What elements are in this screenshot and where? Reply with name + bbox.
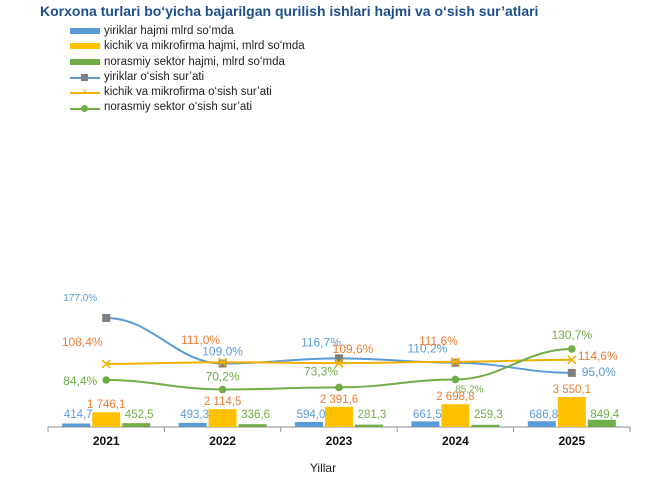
line-marker-circle: [102, 376, 110, 384]
bar-data-label: 594,0: [297, 409, 326, 421]
line-marker-circle: [335, 383, 343, 392]
line-data-label: 85,2%: [455, 384, 483, 395]
bar-data-label: 2 114,5: [204, 396, 242, 408]
line-data-label: 177,0%: [63, 293, 97, 304]
bar-data-label: 2 391,6: [320, 394, 358, 406]
bar: [62, 423, 91, 427]
bar: [208, 409, 237, 427]
bar: [441, 404, 470, 427]
legend-swatch: ×: [70, 85, 100, 100]
bar-data-label: 661,5: [413, 409, 442, 421]
line-data-label: 109,0%: [202, 345, 243, 359]
line-data-label: 70,2%: [206, 370, 240, 384]
line-marker-square: [218, 359, 227, 368]
line-data-label: 73,3%: [304, 364, 338, 378]
legend-label: yiriklar o‘sish sur’ati: [104, 70, 205, 83]
bar: [92, 412, 121, 427]
line-marker-square: [335, 354, 343, 363]
bar-data-label: 281,3: [358, 409, 387, 421]
line-marker-x: [450, 357, 460, 367]
bar-data-label: 686,8: [529, 409, 558, 421]
line-data-label: 84,4%: [63, 374, 97, 388]
x-tick-label: 2024: [442, 434, 469, 448]
legend-swatch: [70, 39, 100, 54]
legend-label: kichik va mikrofirma hajmi, mlrd so‘mda: [104, 40, 305, 53]
x-tick-label: 2021: [93, 434, 120, 448]
legend-label: kichik va mikrofirma o‘sish sur’ati: [104, 86, 272, 99]
chart-legend: yiriklar hajmi mlrd so‘mda kichik va mikr…: [70, 24, 305, 116]
bar: [355, 424, 383, 427]
bar: [411, 421, 440, 427]
bar-data-label: 414,7: [64, 409, 93, 421]
bar-data-label: 2 698,8: [436, 391, 474, 403]
line-data-label: 110,2%: [407, 342, 447, 356]
line-marker-circle: [218, 385, 227, 394]
line-marker-circle: [451, 375, 460, 384]
bar-data-label: 493,3: [180, 409, 209, 421]
legend-item: kichik va mikrofirma hajmi, mlrd so‘mda: [70, 39, 305, 54]
line-marker-square: [567, 368, 576, 377]
bar-data-label: 452,5: [125, 409, 154, 421]
bar: [587, 419, 616, 427]
bar-data-label: 259,3: [474, 409, 503, 421]
bar-data-label: 336,6: [241, 409, 270, 421]
line-data-label: 95,0%: [582, 365, 616, 379]
chart-title: Korxona turlari bo‘yicha bajarilgan quri…: [40, 3, 539, 19]
line-data-label: 116,7%: [301, 335, 341, 349]
x-tick-label: 2025: [558, 434, 585, 448]
legend-item: × kichik va mikrofirma o‘sish sur’ati: [70, 85, 305, 100]
line-data-label: 130,7%: [551, 328, 592, 342]
legend-label: norasmiy sektor hajmi, mlrd so‘mda: [104, 55, 285, 68]
bar: [238, 424, 267, 427]
bar: [325, 406, 353, 427]
line-data-label: 111,0%: [181, 333, 220, 347]
legend-swatch: [70, 55, 100, 70]
x-axis-title: Yillar: [309, 461, 337, 475]
legend-swatch: [70, 24, 100, 39]
bar: [295, 421, 323, 427]
bar-data-label: 849,4: [590, 409, 619, 421]
legend-swatch: [70, 101, 100, 116]
x-tick-label: 2023: [326, 434, 353, 448]
x-tick-label: 2022: [209, 434, 236, 448]
bar-data-label: 1 746,1: [87, 399, 125, 411]
line-data-label: 111,6%: [419, 334, 458, 348]
line-marker-x: [218, 357, 228, 367]
legend-label: norasmiy sektor o‘sish sur’ati: [104, 101, 253, 114]
line-marker-x: [334, 358, 344, 368]
line-data-label: 108,4%: [62, 335, 103, 349]
legend-item: yiriklar hajmi mlrd so‘mda: [70, 24, 305, 39]
legend-label: yiriklar hajmi mlrd so‘mda: [104, 25, 234, 37]
line-data-label: 109,6%: [333, 342, 374, 356]
bar: [527, 421, 556, 427]
legend-item: yiriklar o‘sish sur’ati: [70, 70, 305, 85]
line-marker-square: [102, 314, 111, 322]
bar: [178, 422, 207, 427]
line-data-label: 114,6%: [578, 349, 618, 363]
bar: [122, 423, 151, 427]
bar-data-label: 3 550,1: [553, 384, 591, 396]
legend-item: norasmiy sektor o‘sish sur’ati: [70, 100, 305, 115]
line-marker-x: [101, 359, 111, 369]
line-marker-x: [567, 355, 577, 365]
line-marker-circle: [568, 345, 576, 353]
bar: [557, 397, 586, 427]
legend-item: norasmiy sektor hajmi, mlrd so‘mda: [70, 55, 305, 70]
legend-swatch: [70, 70, 100, 85]
bar: [471, 424, 500, 427]
